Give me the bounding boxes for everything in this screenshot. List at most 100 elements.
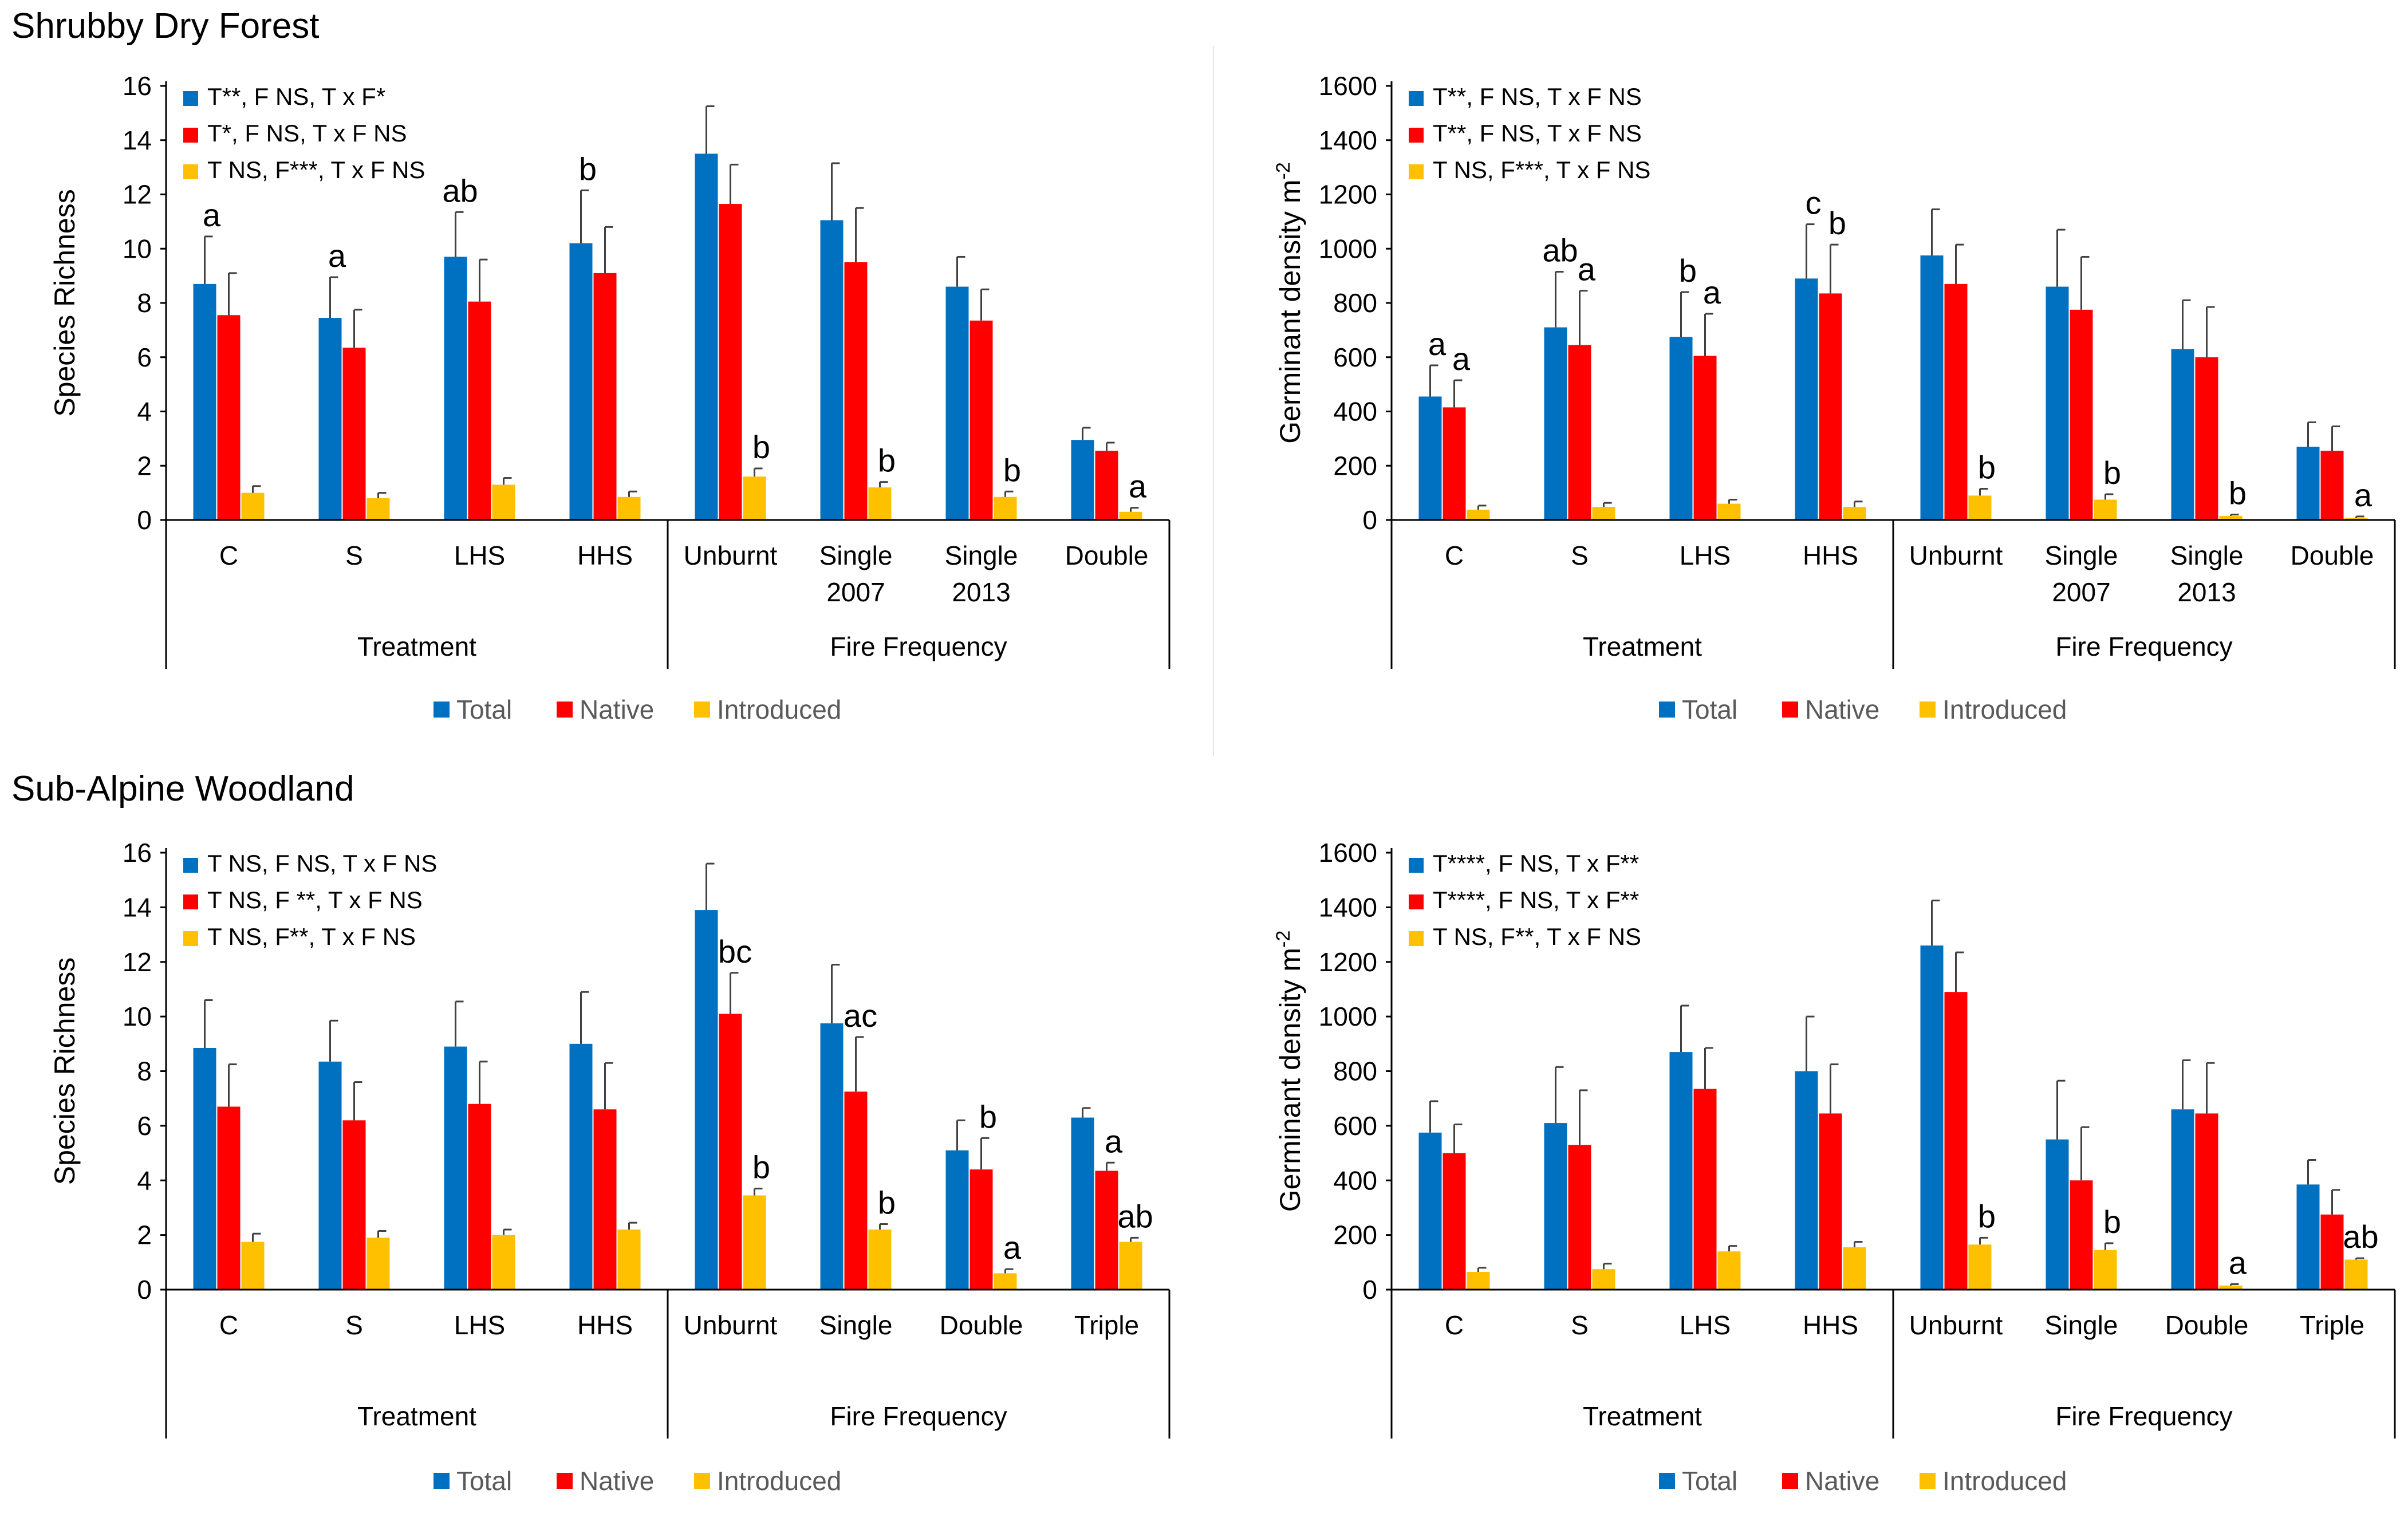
legend-label-total: Total: [1682, 1466, 1737, 1496]
stats-legend-swatch: [183, 858, 198, 873]
bar-native: [969, 320, 993, 520]
bar-total: [318, 1061, 342, 1290]
significance-letter: a: [1428, 326, 1447, 362]
x-category-label: LHS: [1680, 541, 1731, 570]
bar-introduced: [1119, 511, 1142, 520]
x-category-label: Single: [945, 541, 1018, 570]
stats-legend-text: T NS, F **, T x F NS: [207, 886, 423, 913]
x-category-label: Double: [1065, 541, 1149, 570]
bar-total: [1071, 440, 1094, 520]
bar-native: [719, 204, 742, 520]
bar-native: [2195, 1113, 2218, 1290]
y-tick-label: 800: [1333, 288, 1377, 318]
bar-introduced: [1968, 495, 1992, 520]
y-tick-label: 6: [137, 342, 152, 372]
panel-divider: [1213, 46, 1214, 756]
bar-introduced: [2219, 1285, 2243, 1290]
legend-label-introduced: Introduced: [717, 1466, 841, 1496]
x-group-label: Treatment: [357, 1401, 476, 1431]
y-tick-label: 1200: [1319, 180, 1377, 210]
bar-native: [1095, 451, 1118, 520]
bar-introduced: [1843, 507, 1866, 520]
y-tick-label: 1400: [1319, 892, 1377, 922]
legend-label-total: Total: [456, 695, 512, 724]
bar-introduced: [1592, 1269, 1615, 1290]
bar-introduced: [1843, 1247, 1866, 1290]
legend-label-native: Native: [580, 695, 654, 724]
bar-total: [444, 1046, 467, 1290]
x-category-label: S: [345, 1310, 363, 1340]
y-tick-label: 12: [123, 180, 152, 210]
bar-native: [2070, 1180, 2093, 1290]
y-tick-label: 16: [123, 71, 152, 101]
significance-letter: a: [1578, 251, 1596, 287]
y-tick-label: 1600: [1319, 838, 1377, 868]
y-axis-label: Species Richness: [49, 189, 81, 416]
bar-introduced: [868, 487, 892, 520]
bar-native: [593, 273, 617, 520]
x-category-label: C: [1445, 541, 1464, 570]
significance-letter: b: [752, 1149, 770, 1185]
stats-legend-text: T**, F NS, T x F NS: [1433, 83, 1642, 110]
section-title-shrubby-dry-forest: Shrubby Dry Forest: [11, 6, 320, 46]
bar-native: [217, 1106, 241, 1290]
significance-letter: a: [1129, 468, 1147, 505]
bar-native: [1568, 1145, 1591, 1290]
x-category-label: 2007: [2052, 577, 2110, 607]
x-category-label: HHS: [1803, 1310, 1858, 1340]
x-category-label: Single: [819, 1310, 893, 1340]
x-category-label: LHS: [1680, 1310, 1731, 1340]
bar-introduced: [2094, 1250, 2117, 1290]
x-group-label: Treatment: [1583, 632, 1702, 661]
bar-total: [1418, 396, 1442, 520]
bar-introduced: [868, 1229, 892, 1290]
y-axis-label-superscript: -2: [1272, 162, 1294, 179]
significance-letter: b: [2103, 455, 2121, 491]
x-category-label: 2013: [2177, 577, 2236, 607]
bar-total: [444, 257, 467, 520]
bar-native: [1819, 293, 1842, 520]
bar-native: [2320, 451, 2344, 520]
bar-total: [1920, 945, 1944, 1290]
x-category-label: Single: [2045, 541, 2118, 570]
bar-introduced: [994, 1273, 1017, 1290]
y-tick-label: 8: [137, 288, 152, 318]
bar-total: [2296, 447, 2320, 520]
legend-swatch-total: [1659, 1473, 1675, 1489]
x-category-label: C: [219, 1310, 238, 1340]
bar-total: [1669, 1052, 1693, 1290]
bar-total: [1795, 278, 1818, 520]
stats-legend-swatch: [1409, 858, 1424, 873]
bar-introduced: [743, 1195, 766, 1290]
y-tick-label: 200: [1333, 1220, 1377, 1250]
bar-total: [569, 243, 593, 520]
y-tick-label: 0: [1362, 505, 1377, 535]
bar-total: [820, 220, 844, 521]
legend-swatch-total: [433, 702, 450, 718]
bar-introduced: [1592, 507, 1615, 520]
stats-legend-text: T**, F NS, T x F*: [207, 83, 385, 110]
significance-letter: a: [328, 238, 346, 274]
y-tick-label: 1600: [1319, 71, 1377, 101]
bar-total: [695, 153, 718, 520]
bar-total: [1795, 1071, 1818, 1290]
x-category-label: Double: [940, 1310, 1023, 1340]
stats-legend-swatch: [1409, 164, 1424, 179]
section-title-sub-alpine-woodland: Sub-Alpine Woodland: [11, 769, 354, 809]
bar-total: [569, 1043, 593, 1290]
significance-letter: a: [2354, 477, 2372, 513]
bar-introduced: [366, 498, 390, 520]
legend-swatch-introduced: [1920, 702, 1936, 718]
bar-introduced: [617, 496, 641, 520]
y-tick-label: 400: [1333, 397, 1377, 427]
bar-total: [193, 1047, 216, 1290]
significance-letter: b: [752, 429, 770, 465]
significance-letter: a: [2229, 1244, 2247, 1280]
significance-letter: a: [203, 197, 221, 233]
significance-letter: b: [579, 151, 597, 187]
bar-introduced: [1717, 1251, 1741, 1290]
stats-legend-text: T****, F NS, T x F**: [1433, 886, 1639, 913]
legend-swatch-total: [433, 1473, 450, 1489]
significance-letter: b: [878, 443, 896, 479]
y-tick-label: 12: [123, 947, 152, 977]
